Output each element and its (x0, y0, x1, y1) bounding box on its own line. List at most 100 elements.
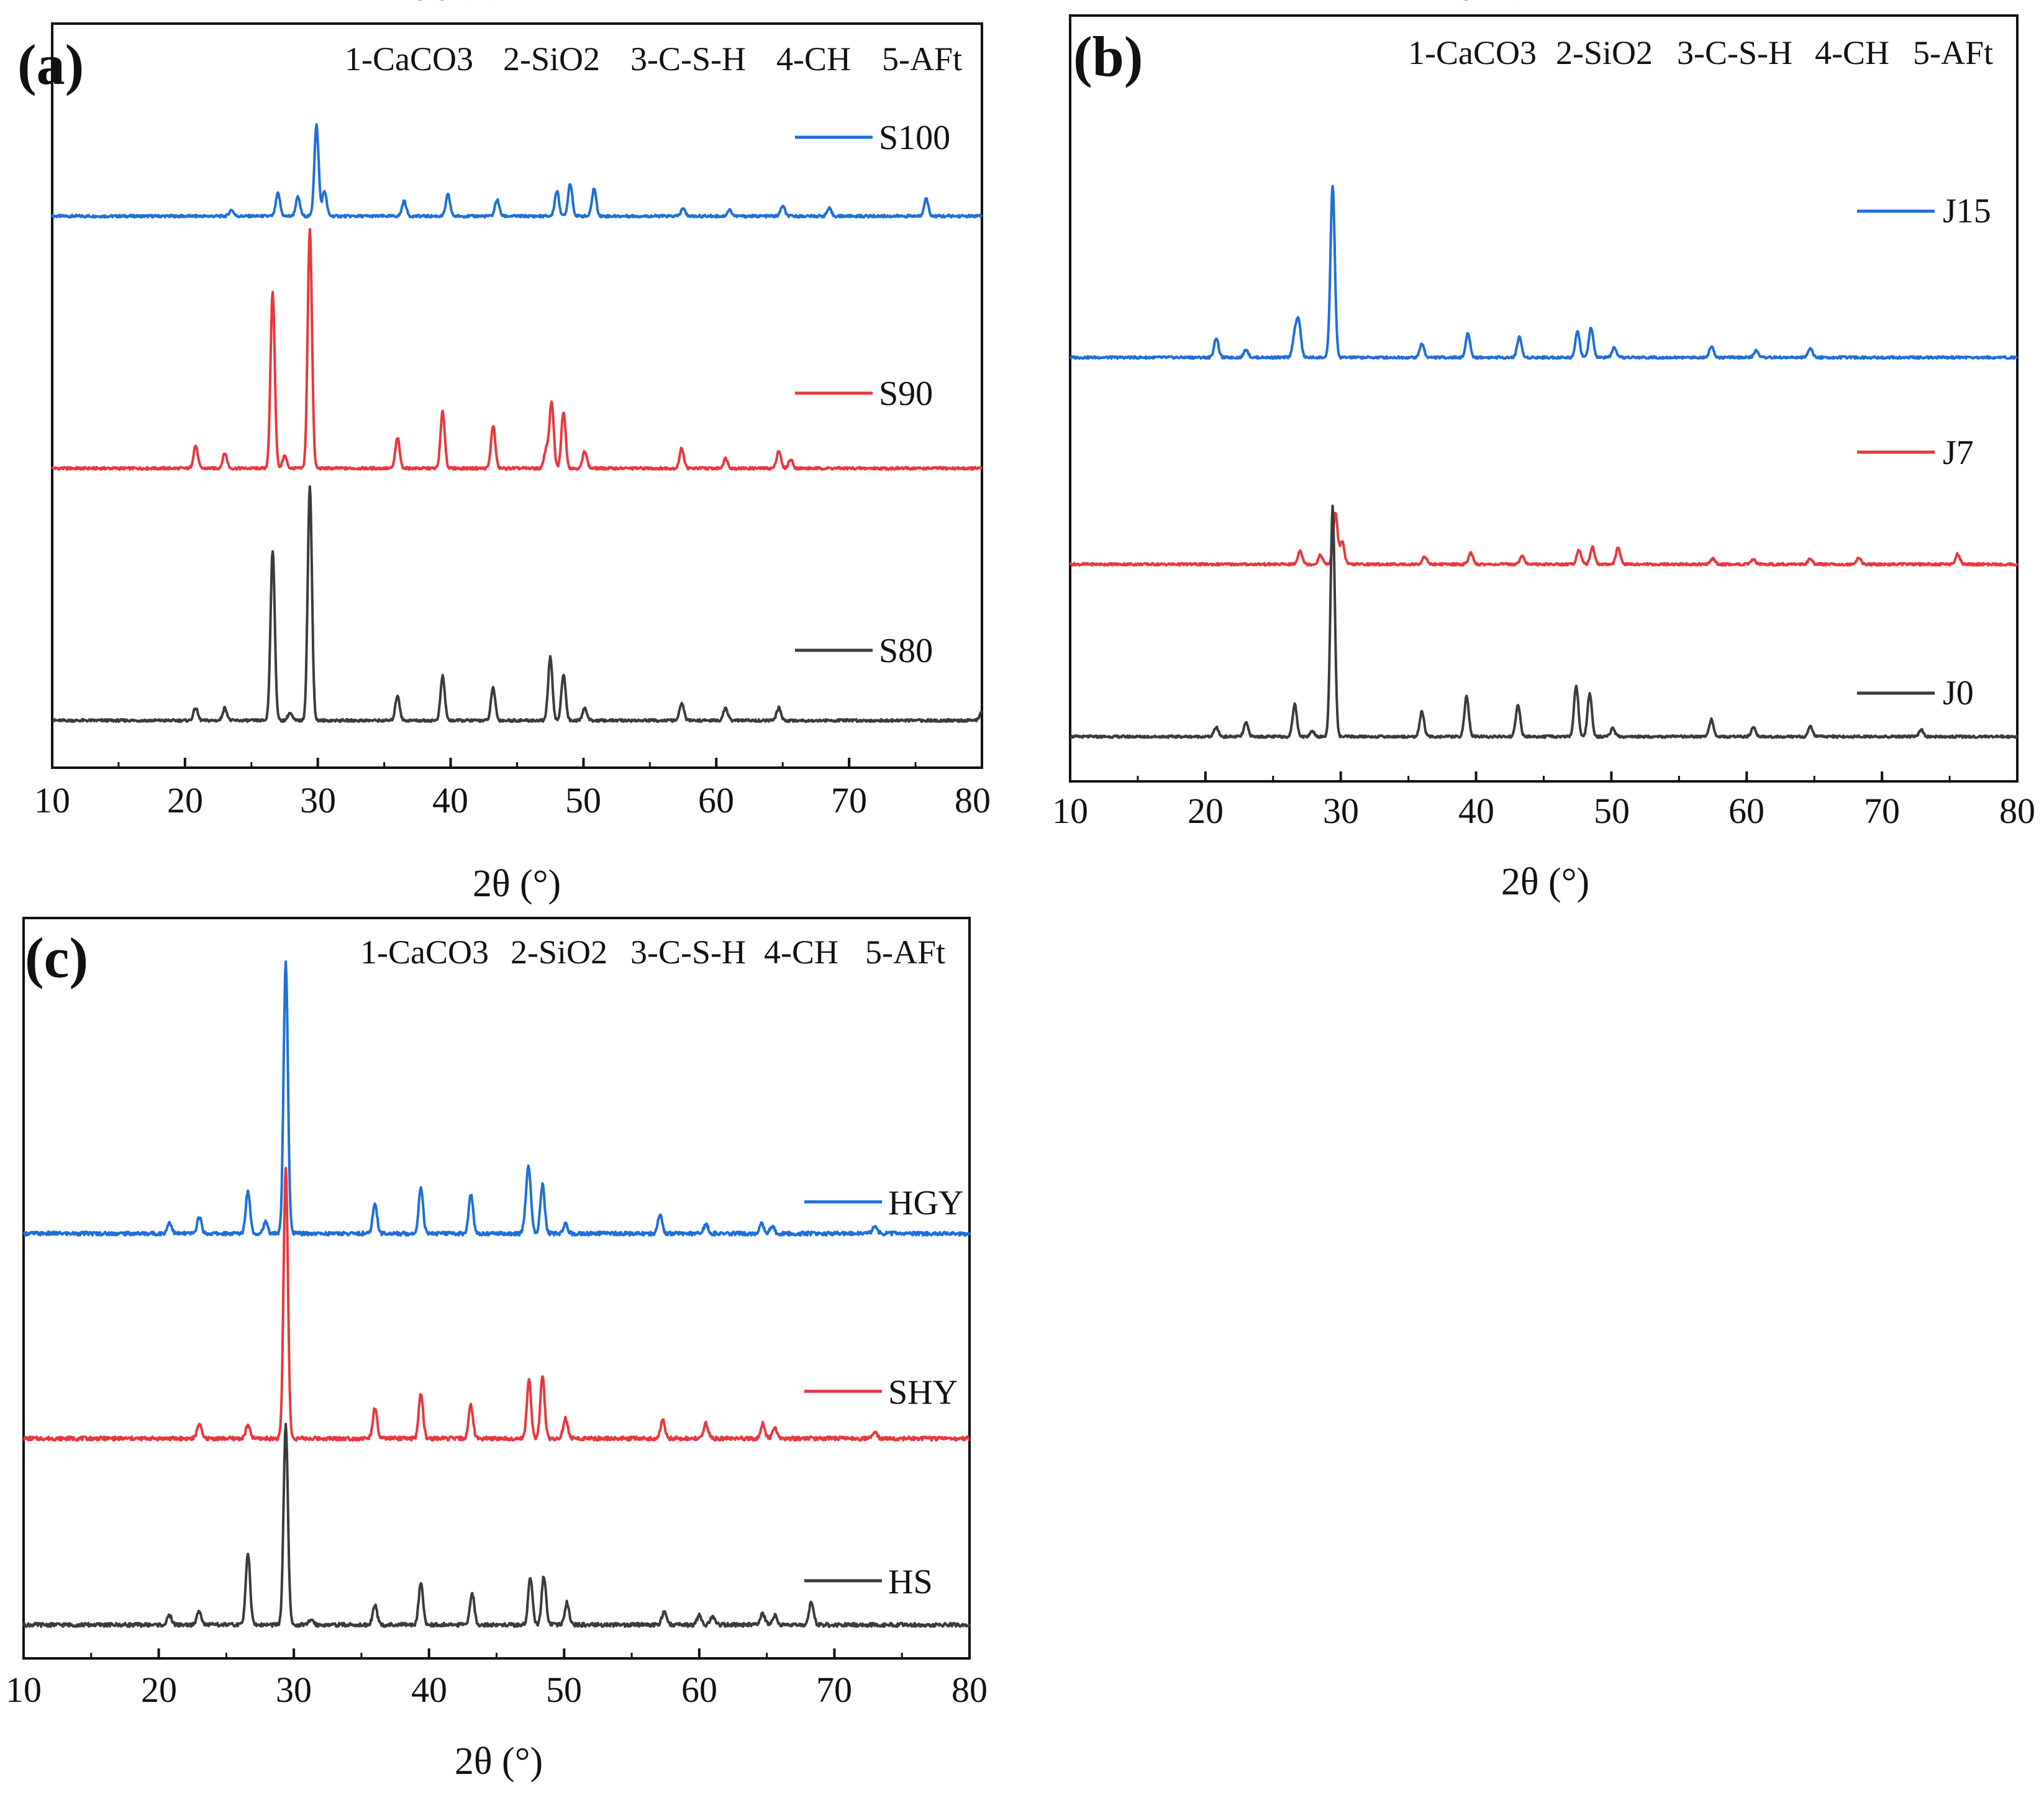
peak-annotation: 1 (279, 0, 292, 6)
x-tick-label: 30 (1323, 791, 1359, 831)
peak-annotation: 4 (1570, 0, 1583, 6)
phase-key-item: 5-AFt (882, 40, 962, 78)
peak-annotation: 4 (1306, 0, 1319, 6)
series-line-SHY (23, 1166, 970, 1442)
peak-annotation: 3 (1460, 0, 1473, 6)
panel-b-x-axis-label: 2θ (°) (1501, 861, 1589, 903)
panel-a-letter: (a) (17, 33, 84, 96)
legend-label-J0: J0 (1943, 674, 1974, 712)
peak-annotation: 4 (284, 0, 296, 6)
peak-annotation: 1 (658, 0, 670, 6)
panel-c-plot-area: 212143544142 (22, 0, 971, 1658)
x-tick-label: 80 (1999, 791, 2035, 831)
x-tick-label: 40 (411, 1670, 447, 1710)
panel-c-legend: HGY SHY HS (804, 1184, 963, 1601)
legend-label-SHY: SHY (888, 1373, 958, 1412)
peak-annotation: 2 (242, 0, 254, 6)
panel-b-phase-key: 1-CaCO3 2-SiO2 3-C-S-H 4-CH 5-AFt (1408, 34, 1993, 71)
x-tick-label: 60 (1728, 791, 1765, 831)
x-tick-label: 80 (955, 780, 991, 820)
peak-annotation: 1 (219, 0, 231, 6)
panel-a-x-axis-label: 2θ (°) (473, 863, 561, 905)
peak-annotation: 4 (579, 0, 591, 6)
panel-a-phase-key: 1-CaCO3 2-SiO2 3-C-S-H 4-CH 5-AFt (345, 40, 962, 78)
series-line-S80 (52, 485, 983, 723)
peak-annotation: 1 (1327, 0, 1339, 6)
panel-c-ticks: 10 20 30 40 50 60 70 80 (6, 1670, 988, 1710)
phase-key-item: 4-CH (1815, 34, 1889, 71)
peak-annotation: 2 (1804, 0, 1817, 6)
panel-c-phase-key: 1-CaCO3 2-SiO2 3-C-S-H 4-CH 5-AFt (360, 934, 945, 971)
panel-a: (a) 1-CaCO3 2-SiO2 3-C-S-H 4-CH 5-AFt 10… (17, 0, 991, 905)
x-tick-label: 10 (6, 1670, 42, 1710)
peak-annotation: 1 (1706, 0, 1718, 6)
peak-annotation: 1 (304, 0, 316, 6)
x-tick-label: 30 (300, 780, 336, 820)
phase-key-item: 4-CH (776, 40, 851, 78)
peak-annotation: 4 (369, 0, 381, 6)
peak-annotation: 4 (391, 0, 404, 6)
peak-annotation: 2 (756, 0, 769, 6)
panel-b-letter: (b) (1073, 25, 1143, 88)
phase-key-item: 5-AFt (1913, 34, 1993, 71)
peak-annotation: 5 (487, 0, 499, 6)
peak-annotation: 2 (1210, 0, 1222, 6)
phase-key-item: 3-C-S-H (1677, 34, 1792, 71)
phase-key-item: 1-CaCO3 (345, 40, 473, 78)
legend-label-S100: S100 (879, 119, 950, 157)
panel-c-frame (22, 917, 971, 1660)
peak-annotation: 5 (1512, 0, 1524, 6)
x-tick-label: 20 (141, 1670, 177, 1710)
x-tick-label: 70 (831, 780, 867, 820)
peak-annotation: 5 (466, 0, 478, 6)
series-line-S100 (51, 123, 983, 219)
peak-annotation: 4 (719, 0, 732, 6)
legend-label-J15: J15 (1943, 192, 1991, 230)
peak-annotation: 3 (437, 0, 449, 6)
peak-annotation: 1 (1240, 0, 1252, 6)
panel-b-plot-area: 2124143544142 (1069, 0, 2019, 781)
panel-a-ticks: 10 20 30 40 50 60 70 80 (34, 780, 991, 820)
x-tick-label: 80 (952, 1670, 988, 1710)
x-tick-label: 30 (276, 1670, 312, 1710)
x-tick-label: 50 (546, 1670, 582, 1710)
panel-a-legend: S100 S90 S80 (795, 119, 950, 670)
peak-annotation: 4 (544, 0, 556, 6)
phase-key-item: 2-SiO2 (511, 934, 607, 971)
series-line-S90 (51, 228, 983, 471)
phase-key-item: 5-AFt (865, 934, 945, 971)
peak-annotation: 1 (676, 0, 688, 6)
panel-a-frame (51, 22, 983, 769)
x-tick-label: 70 (816, 1670, 852, 1710)
peak-annotation: 2 (773, 0, 785, 6)
phase-key-item: 3-C-S-H (630, 40, 746, 78)
x-tick-label: 20 (1188, 791, 1224, 831)
peak-annotation: 1 (193, 0, 206, 6)
peak-annotation: 4 (1607, 0, 1619, 6)
series-line-J7 (1069, 511, 2019, 567)
phase-key-item: 2-SiO2 (1556, 34, 1653, 71)
x-tick-label: 40 (1458, 791, 1494, 831)
series-line-J15 (1070, 184, 2019, 360)
panel-c-letter: (c) (25, 926, 88, 989)
panel-b-ticks: 10 20 30 40 50 60 70 80 (1052, 791, 2035, 831)
legend-label-J7: J7 (1943, 434, 1974, 472)
x-tick-label: 70 (1864, 791, 1900, 831)
legend-label-HGY: HGY (888, 1184, 963, 1222)
peak-annotation: 4 (707, 0, 719, 6)
phase-key-item: 4-CH (764, 934, 838, 971)
series-line-HGY (22, 960, 971, 1237)
x-tick-label: 10 (1052, 791, 1088, 831)
series-line-HS (22, 1422, 971, 1628)
x-tick-label: 60 (681, 1670, 717, 1710)
peak-annotation: 4 (1747, 0, 1760, 6)
panel-c: (c) 1-CaCO3 2-SiO2 3-C-S-H 4-CH 5-AFt 10… (6, 0, 988, 1783)
x-tick-label: 10 (34, 780, 70, 820)
x-tick-label: 60 (698, 780, 734, 820)
panel-b-legend: J15 J7 J0 (1857, 192, 1991, 712)
phase-key-item: 3-C-S-H (630, 934, 746, 971)
legend-label-HS: HS (888, 1563, 933, 1601)
panel-b-frame (1069, 14, 2019, 783)
peak-annotation: 3 (415, 0, 427, 6)
